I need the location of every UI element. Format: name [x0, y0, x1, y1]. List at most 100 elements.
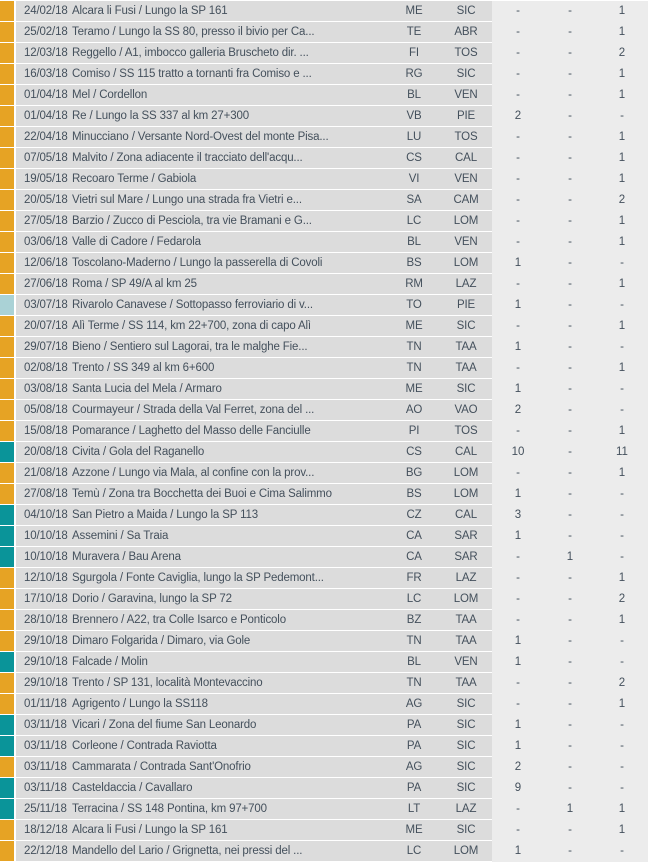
count-1-cell: - — [516, 320, 520, 332]
region-cell: TAA — [455, 341, 477, 353]
table-row[interactable]: 03/11/18 Cammarata / Contrada Sant'Onofr… — [0, 757, 648, 778]
table-row[interactable]: 03/11/18 Corleone / Contrada Raviotta PA… — [0, 736, 648, 757]
table-row[interactable]: 29/10/18 Trento / SP 131, località Monte… — [0, 673, 648, 694]
table-row[interactable]: 20/07/18 Alì Terme / SS 114, km 22+700, … — [0, 316, 648, 337]
table-row[interactable]: 03/06/18 Valle di Cadore / Fedarola BL V… — [0, 232, 648, 253]
table-row[interactable]: 27/06/18 Roma / SP 49/A al km 25 RM LAZ … — [0, 274, 648, 295]
table-row[interactable]: 22/04/18 Minucciano / Versante Nord-Oves… — [0, 127, 648, 148]
table-row[interactable]: 10/10/18 Assemini / Sa Traia CA SAR 1 - … — [0, 526, 648, 547]
table-row[interactable]: 28/10/18 Brennero / A22, tra Colle Isarc… — [0, 610, 648, 631]
province-cell: AO — [405, 404, 423, 416]
table-row[interactable]: 12/10/18 Sgurgola / Fonte Caviglia, lung… — [0, 568, 648, 589]
date-cell: 01/04/18 — [24, 110, 68, 122]
region-cell: LOM — [453, 488, 479, 500]
count-3-cell: 1 — [618, 824, 626, 836]
region-cell: SIC — [456, 824, 476, 836]
table-row[interactable]: 01/04/18 Re / Lungo la SS 337 al km 27+3… — [0, 106, 648, 127]
count-1-cell: - — [516, 572, 520, 584]
row-main-section: 12/10/18 Sgurgola / Fonte Caviglia, lung… — [16, 568, 492, 588]
row-counts-section: - - 1 — [492, 568, 648, 589]
row-counts-section: - 1 1 — [492, 799, 648, 820]
count-3-cell: - — [620, 635, 624, 647]
table-row[interactable]: 18/12/18 Alcara li Fusi / Lungo la SP 16… — [0, 820, 648, 841]
count-3-cell: - — [620, 530, 624, 542]
location-cell: Alì Terme / SS 114, km 22+700, zona di c… — [72, 320, 311, 332]
count-3-cell: - — [620, 110, 624, 122]
table-row[interactable]: 25/02/18 Teramo / Lungo la SS 80, presso… — [0, 22, 648, 43]
location-cell: Pomarance / Laghetto del Masso delle Fan… — [72, 425, 311, 437]
region-cell: SIC — [456, 698, 476, 710]
date-cell: 03/07/18 — [24, 299, 68, 311]
count-1-cell: - — [516, 173, 520, 185]
category-marker — [0, 85, 14, 105]
count-1-cell: 1 — [514, 719, 522, 731]
count-3-cell: - — [620, 656, 624, 668]
table-row[interactable]: 12/03/18 Reggello / A1, imbocco galleria… — [0, 43, 648, 64]
table-row[interactable]: 03/08/18 Santa Lucia del Mela / Armaro M… — [0, 379, 648, 400]
date-cell: 29/10/18 — [24, 656, 68, 668]
table-row[interactable]: 15/08/18 Pomarance / Laghetto del Masso … — [0, 421, 648, 442]
table-row[interactable]: 03/11/18 Casteldaccia / Cavallaro PA SIC… — [0, 778, 648, 799]
table-row[interactable]: 29/10/18 Falcade / Molin BL VEN 1 - - — [0, 652, 648, 673]
location-cell: Reggello / A1, imbocco galleria Bruschet… — [72, 47, 309, 59]
location-cell: Dorio / Garavina, lungo la SP 72 — [72, 593, 232, 605]
count-2-cell: - — [568, 698, 572, 710]
table-row[interactable]: 16/03/18 Comiso / SS 115 tratto a tornan… — [0, 64, 648, 85]
table-row[interactable]: 25/11/18 Terracina / SS 148 Pontina, km … — [0, 799, 648, 820]
category-marker — [0, 610, 14, 630]
province-cell: CZ — [406, 509, 422, 521]
location-cell: Corleone / Contrada Raviotta — [72, 740, 217, 752]
count-1-cell: - — [516, 89, 520, 101]
table-row[interactable]: 27/05/18 Barzio / Zucco di Pesciola, tra… — [0, 211, 648, 232]
region-cell: ABR — [454, 26, 478, 38]
count-3-cell: - — [620, 782, 624, 794]
location-cell: Temù / Zona tra Bocchetta dei Buoi e Cim… — [72, 488, 332, 500]
date-cell: 20/07/18 — [24, 320, 68, 332]
count-1-cell: - — [516, 677, 520, 689]
table-row[interactable]: 12/06/18 Toscolano-Maderno / Lungo la pa… — [0, 253, 648, 274]
table-row[interactable]: 19/05/18 Recoaro Terme / Gabiola VI VEN … — [0, 169, 648, 190]
table-row[interactable]: 07/05/18 Malvito / Zona adiacente il tra… — [0, 148, 648, 169]
region-cell: SAR — [454, 530, 478, 542]
row-counts-section: 1 - - — [492, 715, 648, 736]
table-row[interactable]: 20/05/18 Vietri sul Mare / Lungo una str… — [0, 190, 648, 211]
count-1-cell: 1 — [514, 845, 522, 857]
table-row[interactable]: 17/10/18 Dorio / Garavina, lungo la SP 7… — [0, 589, 648, 610]
region-cell: SIC — [456, 761, 476, 773]
count-3-cell: 1 — [618, 698, 626, 710]
table-row[interactable]: 27/08/18 Temù / Zona tra Bocchetta dei B… — [0, 484, 648, 505]
table-row[interactable]: 24/02/18 Alcara li Fusi / Lungo la SP 16… — [0, 1, 648, 22]
location-cell: Comiso / SS 115 tratto a tornanti fra Co… — [72, 68, 312, 80]
count-2-cell: - — [568, 278, 572, 290]
count-1-cell: 1 — [514, 530, 522, 542]
region-cell: TOS — [454, 131, 478, 143]
region-cell: LOM — [453, 257, 479, 269]
table-row[interactable]: 29/10/18 Dimaro Folgarida / Dimaro, via … — [0, 631, 648, 652]
row-counts-section: - - 2 — [492, 673, 648, 694]
table-row[interactable]: 03/07/18 Rivarolo Canavese / Sottopasso … — [0, 295, 648, 316]
count-2-cell: - — [568, 635, 572, 647]
table-row[interactable]: 20/08/18 Civita / Gola del Raganello CS … — [0, 442, 648, 463]
table-row[interactable]: 22/12/18 Mandello del Lario / Grignetta,… — [0, 841, 648, 862]
region-cell: SIC — [456, 5, 476, 17]
region-cell: LOM — [453, 845, 479, 857]
province-cell: BS — [406, 488, 422, 500]
row-main-section: 03/11/18 Vicari / Zona del fiume San Leo… — [16, 715, 492, 735]
category-marker — [0, 715, 14, 735]
table-row[interactable]: 03/11/18 Vicari / Zona del fiume San Leo… — [0, 715, 648, 736]
table-row[interactable]: 01/04/18 Mel / Cordellon BL VEN - - 1 — [0, 85, 648, 106]
row-main-section: 16/03/18 Comiso / SS 115 tratto a tornan… — [16, 64, 492, 84]
table-row[interactable]: 10/10/18 Muravera / Bau Arena CA SAR - 1… — [0, 547, 648, 568]
category-marker — [0, 127, 14, 147]
count-2-cell: - — [568, 614, 572, 626]
province-cell: TN — [406, 677, 422, 689]
table-row[interactable]: 29/07/18 Bieno / Sentiero sul Lagorai, t… — [0, 337, 648, 358]
table-row[interactable]: 21/08/18 Azzone / Lungo via Mala, al con… — [0, 463, 648, 484]
count-1-cell: - — [516, 425, 520, 437]
table-row[interactable]: 04/10/18 San Pietro a Maida / Lungo la S… — [0, 505, 648, 526]
table-row[interactable]: 01/11/18 Agrigento / Lungo la SS118 AG S… — [0, 694, 648, 715]
table-row[interactable]: 02/08/18 Trento / SS 349 al km 6+600 TN … — [0, 358, 648, 379]
province-cell: LU — [406, 131, 422, 143]
province-cell: RM — [405, 278, 423, 290]
table-row[interactable]: 05/08/18 Courmayeur / Strada della Val F… — [0, 400, 648, 421]
